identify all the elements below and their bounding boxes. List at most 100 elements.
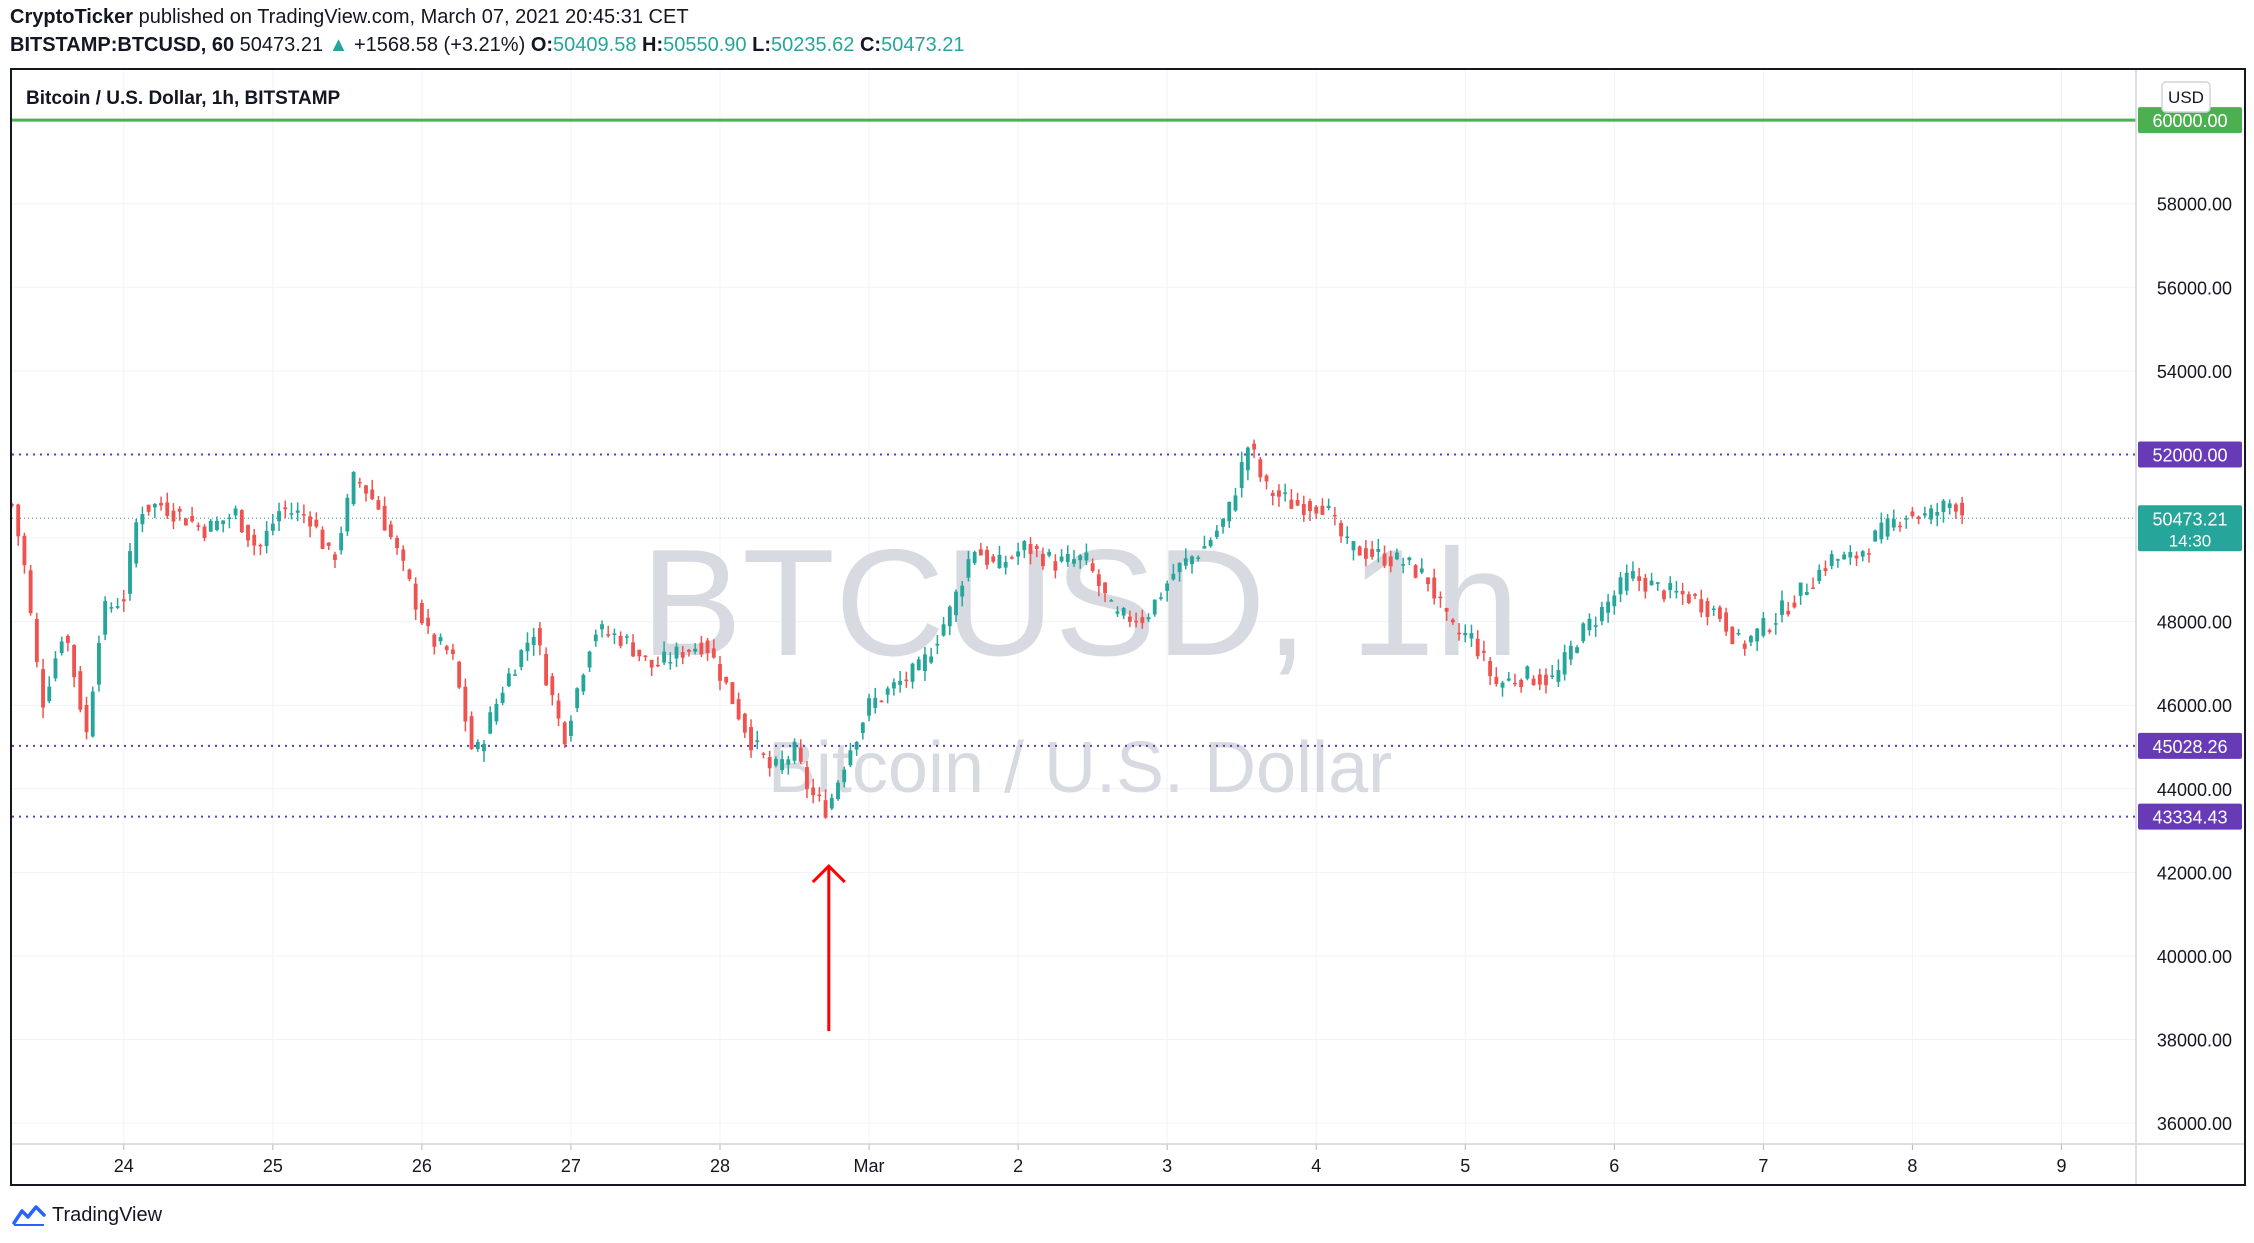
candle-body <box>1233 495 1238 511</box>
footer-brand[interactable]: TradingView <box>12 1200 162 1230</box>
candle-body <box>264 530 269 546</box>
candle-body <box>1494 676 1499 684</box>
candle-body <box>699 642 704 655</box>
open-value: 50409.58 <box>553 34 637 56</box>
candle-body <box>258 544 263 547</box>
candle-body <box>190 516 195 522</box>
candle-body <box>742 713 747 733</box>
candle-body <box>177 508 182 512</box>
candle-body <box>581 674 586 692</box>
candle-body <box>1519 679 1524 688</box>
candle-body <box>1898 525 1902 528</box>
candle-body <box>488 712 493 734</box>
candle-body <box>1003 562 1008 568</box>
candle-body <box>935 643 940 646</box>
candle-body <box>1773 623 1778 625</box>
candle-body <box>1612 595 1617 607</box>
candle-body <box>34 618 39 663</box>
candle-body <box>1481 650 1486 653</box>
candle-body <box>1960 502 1965 516</box>
candle-body <box>1686 594 1691 604</box>
candle-body <box>1183 558 1188 566</box>
candle-body <box>537 628 542 646</box>
candle-body <box>314 519 319 527</box>
candle-body <box>1742 643 1747 649</box>
candle-body <box>1798 582 1803 596</box>
candle-body <box>1028 544 1033 554</box>
candle-body <box>72 645 77 678</box>
candle-body <box>115 606 120 608</box>
chart-panel[interactable]: BTCUSD, 1h Bitcoin / U.S. Dollar 36000.0… <box>10 68 2246 1186</box>
candle-body <box>475 742 480 750</box>
x-tick-label: 3 <box>1162 1156 1172 1176</box>
candle-body <box>786 759 791 765</box>
candle-body <box>1792 602 1797 608</box>
candle-body <box>1270 492 1275 496</box>
y-tick-label: 42000.00 <box>2157 863 2232 883</box>
candle-body <box>1500 682 1505 688</box>
candle-body <box>1929 508 1933 520</box>
candle-body <box>1084 552 1089 561</box>
candle-body <box>1662 590 1666 600</box>
candle-body <box>1513 682 1517 685</box>
candle-body <box>140 514 145 525</box>
candle-body <box>482 743 486 752</box>
candle-body <box>929 656 934 663</box>
candle-body <box>382 505 387 531</box>
candle-body <box>202 526 207 539</box>
candle-body <box>1339 522 1343 537</box>
candle-body <box>966 559 971 578</box>
candle-body <box>1469 633 1474 639</box>
candle-body <box>1258 459 1263 478</box>
currency-button-frame[interactable] <box>2161 81 2211 113</box>
candle-body <box>1314 506 1319 514</box>
candlestick-chart[interactable]: BTCUSD, 1h Bitcoin / U.S. Dollar 36000.0… <box>12 70 2244 1184</box>
candle-body <box>643 655 648 658</box>
countdown-text: 14:30 <box>2169 531 2212 550</box>
candle-body <box>1556 670 1561 682</box>
candle-body <box>388 524 393 538</box>
axes: 36000.00 38000.00 40000.00 42000.00 44000.00… <box>12 70 2244 1184</box>
price-label-box <box>2138 107 2242 134</box>
candle-body <box>693 648 698 652</box>
candle-body <box>519 650 524 667</box>
candle-body <box>649 659 654 668</box>
candle-body <box>954 591 958 616</box>
candle-body <box>805 767 809 790</box>
candle-body <box>171 510 176 522</box>
candle-body <box>575 688 580 709</box>
candle-body <box>836 782 840 800</box>
candle-body <box>277 511 281 522</box>
candle-body <box>1090 563 1095 572</box>
candle-body <box>500 692 505 703</box>
close-label: C: <box>859 34 882 56</box>
price-label-text: 43334.43 <box>2152 808 2227 828</box>
candle-body <box>59 641 64 654</box>
candle-body <box>78 671 83 710</box>
candle-body <box>1009 557 1014 559</box>
candle-body <box>1140 617 1145 623</box>
candle-body <box>451 649 455 655</box>
candle-body <box>1419 568 1424 573</box>
candle-body <box>1724 612 1729 632</box>
candle-body <box>1388 556 1393 567</box>
candle-body <box>780 759 785 771</box>
currency-button[interactable]: USD <box>2161 81 2211 113</box>
candle-body <box>1171 573 1176 580</box>
publisher-name: CryptoTicker <box>10 6 134 28</box>
candle-body <box>1022 541 1027 551</box>
candle-body <box>842 769 847 783</box>
candle-body <box>637 649 642 657</box>
candle-body <box>246 524 250 541</box>
candle-body <box>1842 554 1847 560</box>
candle-body <box>1506 678 1511 681</box>
candle-body <box>22 535 27 566</box>
currency-button-label[interactable]: USD <box>2168 88 2204 107</box>
candle-body <box>196 525 201 527</box>
candle-body <box>873 697 878 708</box>
candle-body <box>103 600 108 635</box>
candle-body <box>395 537 399 549</box>
low-label: L: <box>752 34 771 56</box>
candle-body <box>767 757 772 769</box>
close-value: 50473.21 <box>881 34 965 56</box>
